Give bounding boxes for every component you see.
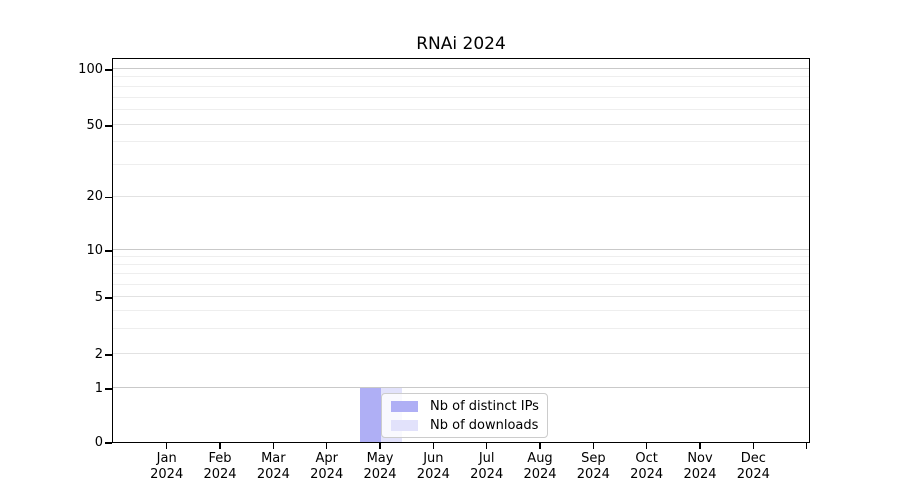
y-minor-gridline <box>113 283 809 285</box>
y-tick-label: 50 <box>86 117 103 133</box>
x-tick-label: Nov 2024 <box>660 451 740 483</box>
y-tick-label: 2 <box>94 346 103 362</box>
x-tick-label-year: 2024 <box>576 467 610 482</box>
x-tick-label: Oct 2024 <box>607 451 687 483</box>
y-tick-label: 1 <box>94 380 103 396</box>
x-tick-mark <box>539 443 541 449</box>
x-tick-label: May 2024 <box>340 451 420 483</box>
x-tick-label: Aug 2024 <box>500 451 580 483</box>
y-minor-gridline <box>113 309 809 311</box>
y-minor-gridline <box>113 109 809 111</box>
x-tick-label: Dec 2024 <box>713 451 793 483</box>
x-tick-label-month: May <box>366 451 394 466</box>
y-tick-label: 0 <box>94 435 103 450</box>
y-gridline <box>113 296 809 298</box>
y-gridline <box>113 249 809 251</box>
x-tick-label-month: Sep <box>581 451 606 466</box>
x-tick-label-year: 2024 <box>150 467 184 482</box>
x-tick-mark <box>219 443 221 449</box>
x-tick-label-year: 2024 <box>523 467 557 482</box>
x-tick-mark <box>592 443 595 449</box>
x-tick-label-month: Jun <box>423 451 444 466</box>
y-minor-gridline <box>113 141 809 143</box>
y-gridline <box>113 68 809 70</box>
x-tick-label-month: Jan <box>156 451 177 466</box>
x-tick-label-month: Feb <box>208 451 232 466</box>
x-tick-label-year: 2024 <box>683 467 717 482</box>
y-minor-gridline <box>113 163 809 165</box>
y-tick-mark <box>105 354 112 356</box>
plot-area: Nb of distinct IPs Nb of downloads <box>112 58 810 443</box>
y-gridline <box>113 195 809 197</box>
x-tick-mark <box>485 443 488 449</box>
y-tick-mark <box>105 297 112 299</box>
y-tick-mark <box>105 442 112 444</box>
y-minor-gridline <box>113 327 809 329</box>
x-tick-mark <box>166 443 168 449</box>
chart-title: RNAi 2024 <box>416 34 506 54</box>
legend-label: Nb of distinct IPs <box>430 398 539 414</box>
x-tick-mark <box>432 443 435 449</box>
y-gridline <box>113 353 809 354</box>
x-tick-label: Feb 2024 <box>180 451 260 483</box>
y-tick-label: 5 <box>94 290 103 305</box>
y-tick-mark <box>105 196 112 199</box>
x-tick-label: Jul 2024 <box>447 451 527 483</box>
x-tick-label: Sep 2024 <box>553 451 633 483</box>
x-tick-label-year: 2024 <box>630 467 664 482</box>
y-minor-gridline <box>113 96 809 98</box>
x-tick-label-month: Jul <box>478 451 495 466</box>
x-tick-label-month: Dec <box>740 451 766 466</box>
x-tick-label-year: 2024 <box>203 467 237 482</box>
x-tick-label-month: Oct <box>635 451 658 466</box>
legend: Nb of distinct IPs Nb of downloads <box>381 393 548 438</box>
x-tick-label-year: 2024 <box>470 467 504 482</box>
legend-label: Nb of downloads <box>430 417 539 433</box>
legend-entry: Nb of distinct IPs <box>391 399 547 414</box>
y-gridline <box>113 124 809 125</box>
y-minor-gridline <box>113 273 809 275</box>
y-gridline <box>113 387 809 388</box>
x-tick-label-month: Apr <box>315 451 338 466</box>
x-tick-label-year: 2024 <box>310 467 344 482</box>
bar-distinct-ips <box>360 388 382 442</box>
legend-swatch <box>391 400 418 412</box>
y-tick-mark <box>105 125 112 127</box>
x-tick-label-year: 2024 <box>736 467 770 482</box>
y-minor-gridline <box>113 264 809 266</box>
y-tick-label: 10 <box>86 243 103 258</box>
x-tick-label: Jan 2024 <box>127 451 207 483</box>
y-tick-mark <box>105 250 112 252</box>
x-tick-mark <box>645 443 648 449</box>
x-tick-label: Jun 2024 <box>393 451 473 483</box>
legend-entry: Nb of downloads <box>391 418 547 433</box>
x-tick-mark <box>379 443 381 449</box>
y-tick-mark <box>105 69 112 71</box>
x-tick-mark <box>752 443 755 449</box>
y-minor-gridline <box>113 76 809 78</box>
y-tick-label: 20 <box>86 189 103 205</box>
legend-swatch <box>391 419 418 431</box>
x-tick-mark <box>699 443 701 449</box>
y-tick-mark <box>105 388 112 390</box>
x-tick-label-year: 2024 <box>416 467 450 482</box>
x-tick-mark <box>805 443 808 449</box>
y-minor-gridline <box>113 256 809 258</box>
x-tick-label-year: 2024 <box>256 467 290 482</box>
y-minor-gridline <box>113 86 809 87</box>
x-tick-label-month: Mar <box>261 451 286 466</box>
y-tick-label: 100 <box>78 62 103 77</box>
x-tick-label: Apr 2024 <box>287 451 367 483</box>
x-tick-mark <box>272 443 275 449</box>
x-tick-label: Mar 2024 <box>233 451 313 483</box>
x-tick-label-year: 2024 <box>363 467 397 482</box>
x-tick-label-month: Aug <box>527 451 553 466</box>
x-tick-label-month: Nov <box>687 451 713 466</box>
x-tick-mark <box>325 443 328 449</box>
